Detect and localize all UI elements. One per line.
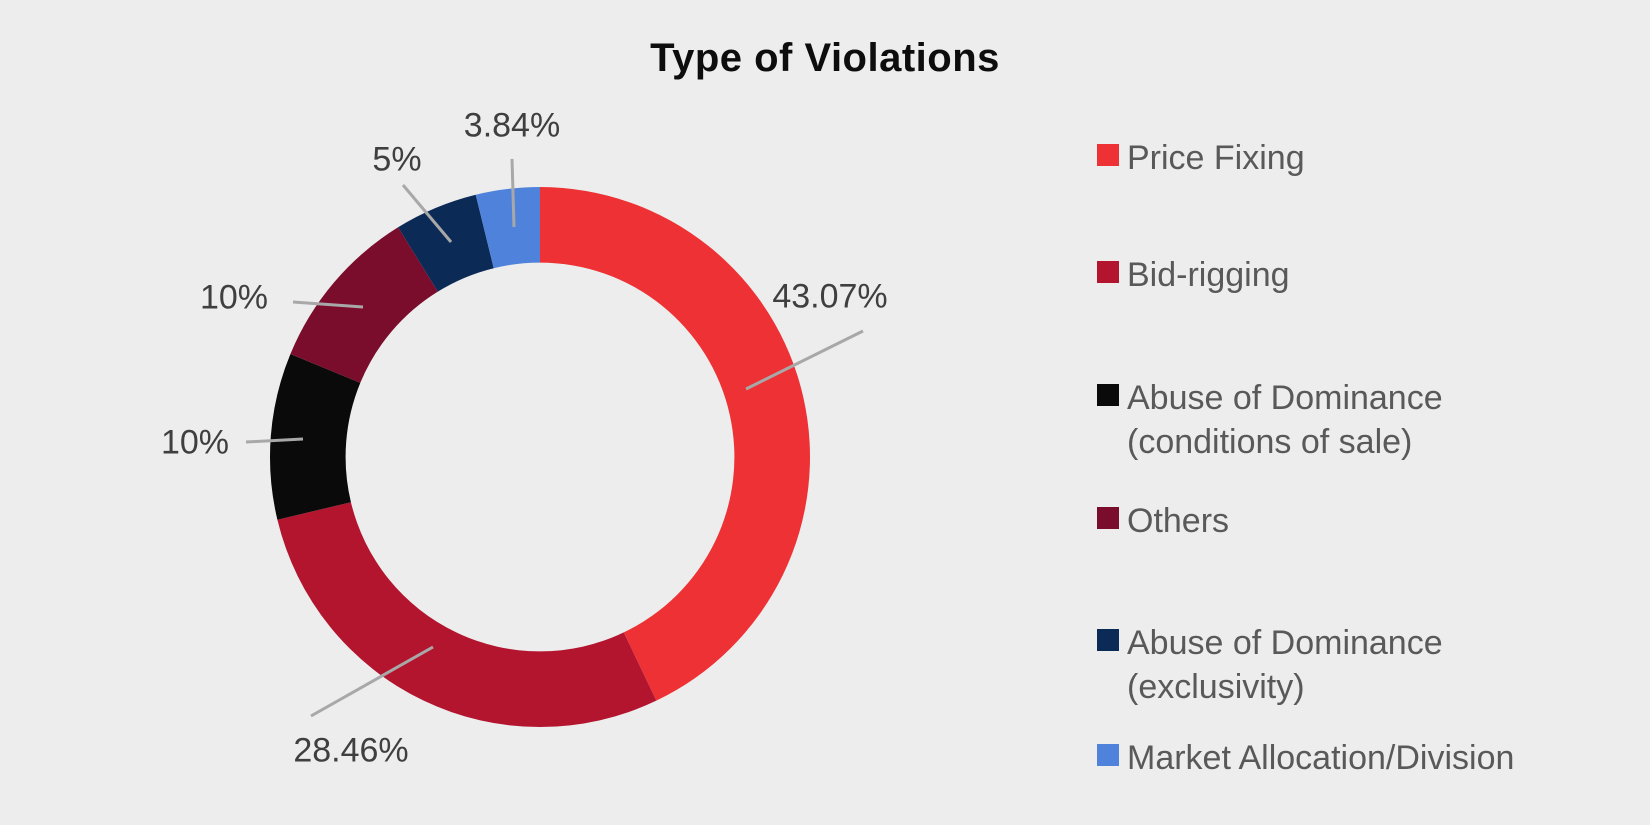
donut-slice-1 [277, 502, 657, 728]
legend-item-2: Abuse of Dominance (conditions of sale) [1097, 377, 1443, 464]
legend-swatch-icon [1097, 744, 1119, 766]
data-label-0: 43.07% [772, 277, 888, 316]
legend-label: Market Allocation/Division [1127, 737, 1514, 781]
leader-line-4 [401, 184, 453, 243]
legend-swatch-icon [1097, 384, 1119, 406]
legend-label-line: Market Allocation/Division [1127, 739, 1515, 777]
legend-label-line: (exclusivity) [1127, 667, 1305, 706]
legend-label: Bid-rigging [1127, 254, 1290, 298]
legend-label-line: Price Fixing [1127, 139, 1305, 177]
donut-slice-3 [290, 227, 438, 383]
donut-slice-5 [475, 187, 540, 269]
leader-line-1 [310, 645, 434, 718]
leader-line-5 [510, 158, 516, 228]
data-label-1: 28.46% [293, 731, 409, 770]
legend-swatch-icon [1097, 144, 1119, 166]
leader-lines [245, 158, 864, 718]
legend-swatch-icon [1097, 507, 1119, 529]
data-label-4: 5% [372, 140, 422, 179]
data-label-2: 10% [160, 423, 230, 462]
legend-item-3: Others [1097, 500, 1229, 544]
legend-label-line: (conditions of sale) [1127, 422, 1413, 461]
leader-line-0 [745, 329, 864, 391]
legend-swatch-icon [1097, 629, 1119, 651]
legend-item-4: Abuse of Dominance (exclusivity) [1097, 622, 1443, 709]
donut-slices [269, 187, 811, 728]
legend-item-5: Market Allocation/Division [1097, 737, 1514, 781]
legend-label: Abuse of Dominance (conditions of sale) [1127, 377, 1443, 464]
legend-label-line: Abuse of Dominance [1127, 379, 1443, 417]
legend-label-line: Abuse of Dominance [1127, 624, 1443, 662]
legend-label: Price Fixing [1127, 137, 1305, 181]
donut-slice-4 [398, 194, 494, 292]
leader-line-3 [292, 300, 364, 309]
legend-label-line: Others [1127, 502, 1230, 540]
donut-slice-0 [540, 187, 811, 701]
data-label-3: 10% [199, 278, 269, 317]
data-label-5: 3.84% [463, 106, 561, 145]
legend-label: Abuse of Dominance (exclusivity) [1127, 622, 1443, 709]
donut-slice-2 [269, 353, 361, 520]
leader-line-2 [245, 437, 304, 444]
legend-label: Others [1127, 500, 1229, 544]
chart-title: Type of Violations [650, 36, 1000, 80]
legend-item-0: Price Fixing [1097, 137, 1305, 181]
legend-swatch-icon [1097, 261, 1119, 283]
legend-item-1: Bid-rigging [1097, 254, 1290, 298]
legend-label-line: Bid-rigging [1127, 256, 1290, 294]
